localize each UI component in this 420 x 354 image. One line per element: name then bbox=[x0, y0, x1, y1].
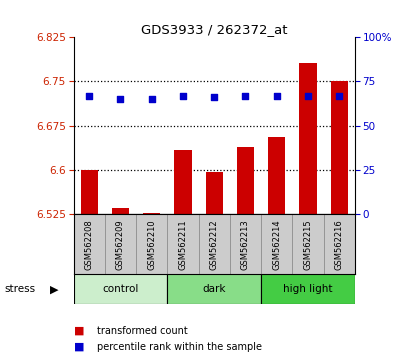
Text: GSM562216: GSM562216 bbox=[335, 219, 344, 270]
Point bbox=[273, 93, 280, 98]
Bar bbox=[261, 274, 355, 304]
Title: GDS3933 / 262372_at: GDS3933 / 262372_at bbox=[141, 23, 287, 36]
Bar bbox=[331, 81, 348, 214]
Bar bbox=[74, 274, 167, 304]
Bar bbox=[136, 214, 167, 274]
Point bbox=[211, 95, 218, 100]
Text: GSM562208: GSM562208 bbox=[85, 219, 94, 270]
Point bbox=[242, 93, 249, 98]
Text: GSM562209: GSM562209 bbox=[116, 219, 125, 270]
Bar bbox=[237, 147, 254, 214]
Text: ■: ■ bbox=[74, 326, 84, 336]
Text: GSM562211: GSM562211 bbox=[178, 219, 187, 270]
Bar bbox=[81, 170, 98, 214]
Text: GSM562212: GSM562212 bbox=[210, 219, 219, 270]
Bar bbox=[167, 214, 199, 274]
Point bbox=[336, 93, 343, 98]
Bar bbox=[112, 208, 129, 214]
Bar bbox=[105, 214, 136, 274]
Point bbox=[180, 93, 186, 98]
Text: GSM562214: GSM562214 bbox=[272, 219, 281, 270]
Point bbox=[148, 96, 155, 102]
Text: control: control bbox=[102, 284, 139, 295]
Bar bbox=[230, 214, 261, 274]
Bar bbox=[74, 214, 105, 274]
Bar bbox=[143, 213, 160, 214]
Text: high light: high light bbox=[283, 284, 333, 295]
Bar bbox=[268, 137, 285, 214]
Point bbox=[117, 96, 124, 102]
Bar bbox=[206, 172, 223, 214]
Text: GSM562215: GSM562215 bbox=[304, 219, 312, 270]
Bar bbox=[199, 214, 230, 274]
Text: transformed count: transformed count bbox=[97, 326, 187, 336]
Bar bbox=[292, 214, 324, 274]
Bar bbox=[299, 63, 317, 214]
Text: GSM562210: GSM562210 bbox=[147, 219, 156, 270]
Text: ■: ■ bbox=[74, 342, 84, 352]
Bar bbox=[324, 214, 355, 274]
Text: stress: stress bbox=[4, 284, 35, 295]
Bar bbox=[261, 214, 292, 274]
Text: dark: dark bbox=[202, 284, 226, 295]
Text: GSM562213: GSM562213 bbox=[241, 219, 250, 270]
Point bbox=[86, 93, 92, 98]
Bar bbox=[167, 274, 261, 304]
Text: ▶: ▶ bbox=[50, 284, 59, 295]
Bar bbox=[174, 150, 192, 214]
Text: percentile rank within the sample: percentile rank within the sample bbox=[97, 342, 262, 352]
Point bbox=[304, 93, 311, 98]
